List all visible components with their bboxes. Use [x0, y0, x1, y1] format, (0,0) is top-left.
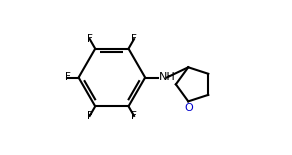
- Text: NH: NH: [159, 73, 175, 82]
- Text: O: O: [184, 103, 193, 113]
- Text: F: F: [131, 111, 137, 121]
- Text: F: F: [65, 73, 70, 82]
- Text: F: F: [87, 34, 93, 44]
- Text: F: F: [87, 111, 93, 121]
- Text: F: F: [131, 34, 137, 44]
